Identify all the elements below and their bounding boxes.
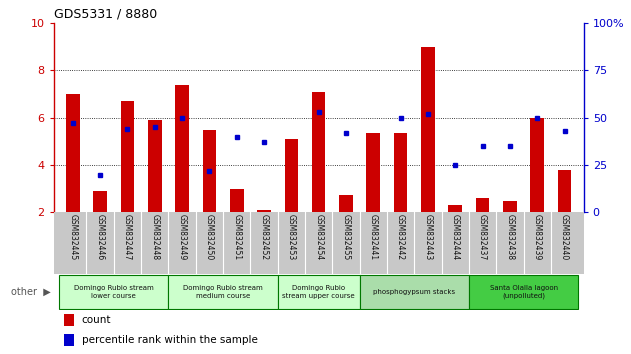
Bar	[367, 133, 380, 212]
Bar	[469, 275, 578, 309]
Text: GSM832437: GSM832437	[478, 214, 487, 261]
Bar	[421, 47, 435, 212]
Bar	[59, 275, 168, 309]
Text: GSM832446: GSM832446	[95, 214, 105, 261]
Bar	[257, 210, 271, 212]
Text: GSM832444: GSM832444	[451, 214, 460, 261]
Text: GSM832438: GSM832438	[505, 214, 514, 261]
Bar	[175, 85, 189, 212]
Text: count: count	[82, 315, 111, 325]
Text: GSM832450: GSM832450	[205, 214, 214, 261]
Text: GSM832440: GSM832440	[560, 214, 569, 261]
Bar	[394, 133, 408, 212]
Text: GSM832439: GSM832439	[533, 214, 542, 261]
Text: GSM832452: GSM832452	[259, 214, 269, 261]
Bar	[360, 275, 469, 309]
Bar	[93, 191, 107, 212]
Bar	[121, 101, 134, 212]
Text: GSM832454: GSM832454	[314, 214, 323, 261]
Bar	[339, 195, 353, 212]
Bar	[476, 198, 490, 212]
Text: Santa Olalla lagoon
(unpolluted): Santa Olalla lagoon (unpolluted)	[490, 285, 558, 299]
Text: Domingo Rubio stream
lower course: Domingo Rubio stream lower course	[74, 285, 153, 299]
Bar	[449, 205, 462, 212]
Text: GSM832453: GSM832453	[287, 214, 296, 261]
Text: GSM832441: GSM832441	[369, 214, 378, 261]
Bar	[312, 92, 326, 212]
Text: GSM832443: GSM832443	[423, 214, 432, 261]
Text: phosphogypsum stacks: phosphogypsum stacks	[373, 289, 456, 295]
Text: GSM832449: GSM832449	[177, 214, 187, 261]
Text: Domingo Rubio
stream upper course: Domingo Rubio stream upper course	[282, 285, 355, 299]
Text: GSM832447: GSM832447	[123, 214, 132, 261]
Bar	[64, 314, 74, 326]
Text: GSM832445: GSM832445	[68, 214, 77, 261]
Text: GSM832455: GSM832455	[341, 214, 350, 261]
Bar	[148, 120, 162, 212]
Bar	[503, 201, 517, 212]
Text: Domingo Rubio stream
medium course: Domingo Rubio stream medium course	[183, 285, 263, 299]
Bar	[168, 275, 278, 309]
Bar	[203, 130, 216, 212]
Bar	[64, 334, 74, 346]
Text: GSM832442: GSM832442	[396, 214, 405, 261]
Text: GDS5331 / 8880: GDS5331 / 8880	[54, 7, 157, 21]
Text: GSM832451: GSM832451	[232, 214, 241, 261]
Text: other  ▶: other ▶	[11, 287, 50, 297]
Bar	[285, 139, 298, 212]
Bar	[531, 118, 544, 212]
Bar	[230, 189, 244, 212]
Bar	[278, 275, 360, 309]
Text: GSM832448: GSM832448	[150, 214, 159, 261]
Bar	[66, 94, 80, 212]
Bar	[558, 170, 572, 212]
Text: percentile rank within the sample: percentile rank within the sample	[82, 335, 257, 345]
